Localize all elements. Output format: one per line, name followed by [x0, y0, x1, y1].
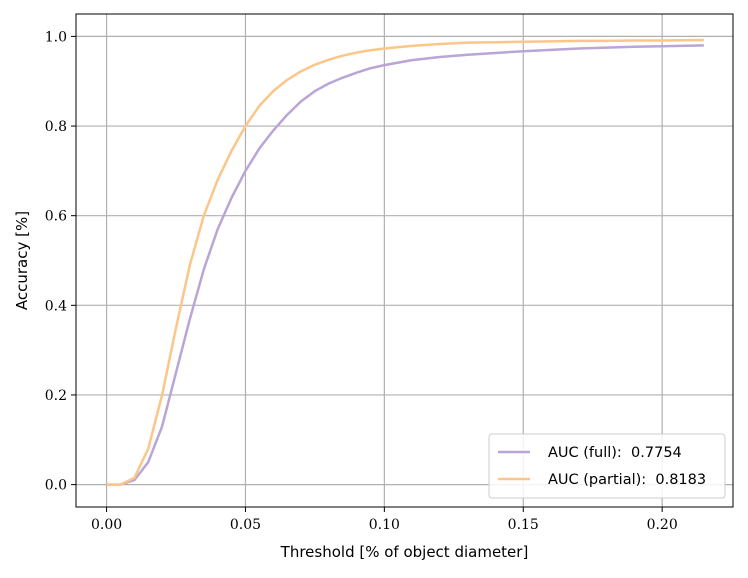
y-tick-label: 0.0 — [45, 478, 67, 494]
y-tick-label: 0.4 — [45, 298, 67, 314]
x-tick-label: 0.10 — [369, 517, 400, 533]
legend-box — [488, 433, 726, 499]
plot-frame — [75, 13, 734, 508]
y-tick-label: 0.2 — [45, 388, 67, 404]
x-tick-label: 0.00 — [91, 517, 122, 533]
series-line-0 — [106, 44, 704, 486]
grid — [76, 14, 733, 507]
legend: AUC (full): 0.7754 AUC (partial): 0.8183 — [488, 433, 726, 499]
series-line-1 — [106, 38, 704, 486]
x-tick-label: 0.05 — [230, 517, 261, 533]
y-tick-label: 1.0 — [45, 29, 67, 45]
y-axis-label: Accuracy [%] — [13, 211, 31, 310]
x-tick-label: 0.20 — [647, 517, 678, 533]
ticks: 0.00 0.05 0.10 0.15 0.20 0.0 0.2 0.4 0.6 0.8 1.0 — [45, 29, 678, 533]
x-tick-label: 0.15 — [508, 517, 539, 533]
series-lines — [106, 38, 704, 486]
y-tick-label: 0.8 — [45, 119, 67, 135]
y-tick-label: 0.6 — [45, 209, 67, 225]
legend-label-full: AUC (full): 0.7754 — [548, 445, 682, 461]
x-axis-label: Threshold [% of object diameter] — [280, 543, 529, 561]
legend-label-partial: AUC (partial): 0.8183 — [548, 472, 706, 488]
